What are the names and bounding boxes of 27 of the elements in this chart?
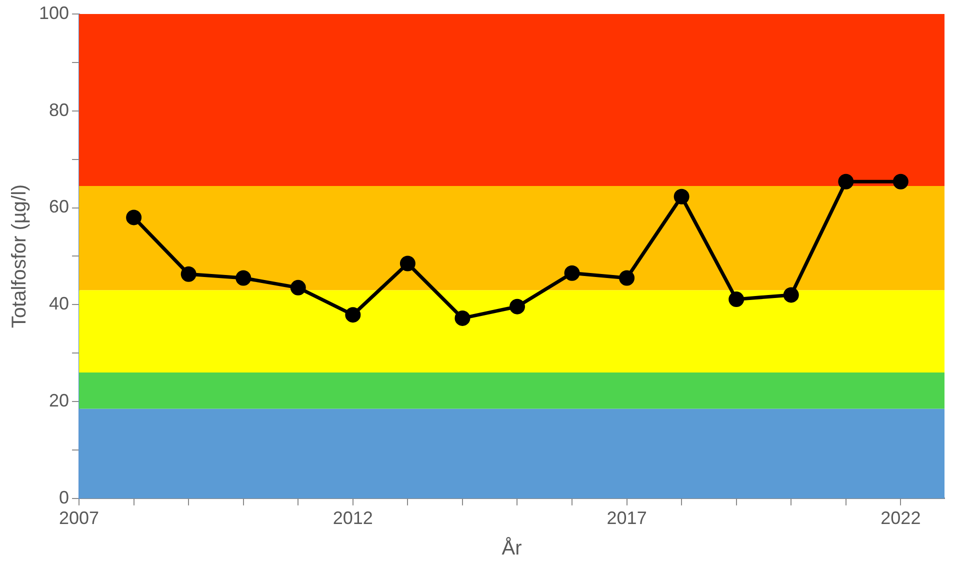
x-tick-label: 2007 bbox=[59, 508, 100, 528]
x-axis-title: År bbox=[502, 536, 522, 560]
y-tick-label: 100 bbox=[38, 2, 70, 23]
point bbox=[236, 270, 252, 286]
y-tick-label: 20 bbox=[49, 390, 70, 410]
point bbox=[892, 174, 908, 190]
point bbox=[674, 188, 690, 204]
y-tick-label: 40 bbox=[49, 294, 70, 314]
point bbox=[509, 298, 525, 314]
point bbox=[290, 280, 306, 296]
point bbox=[728, 292, 744, 308]
point bbox=[564, 265, 580, 281]
point bbox=[783, 287, 799, 303]
point bbox=[400, 256, 416, 272]
y-axis-title: Totalfosfor (µg/l) bbox=[8, 184, 31, 328]
x-tick-label: 2022 bbox=[880, 508, 921, 528]
point bbox=[345, 307, 361, 323]
point bbox=[838, 174, 854, 190]
point bbox=[619, 270, 635, 286]
y-tick-label: 60 bbox=[49, 196, 70, 217]
x-tick-label: 2012 bbox=[332, 508, 373, 528]
point bbox=[180, 266, 196, 282]
y-tick-label: 0 bbox=[59, 487, 70, 508]
point bbox=[454, 310, 470, 326]
point bbox=[126, 210, 142, 226]
x-tick-label: 2017 bbox=[606, 508, 647, 528]
y-tick-label: 80 bbox=[49, 100, 70, 120]
